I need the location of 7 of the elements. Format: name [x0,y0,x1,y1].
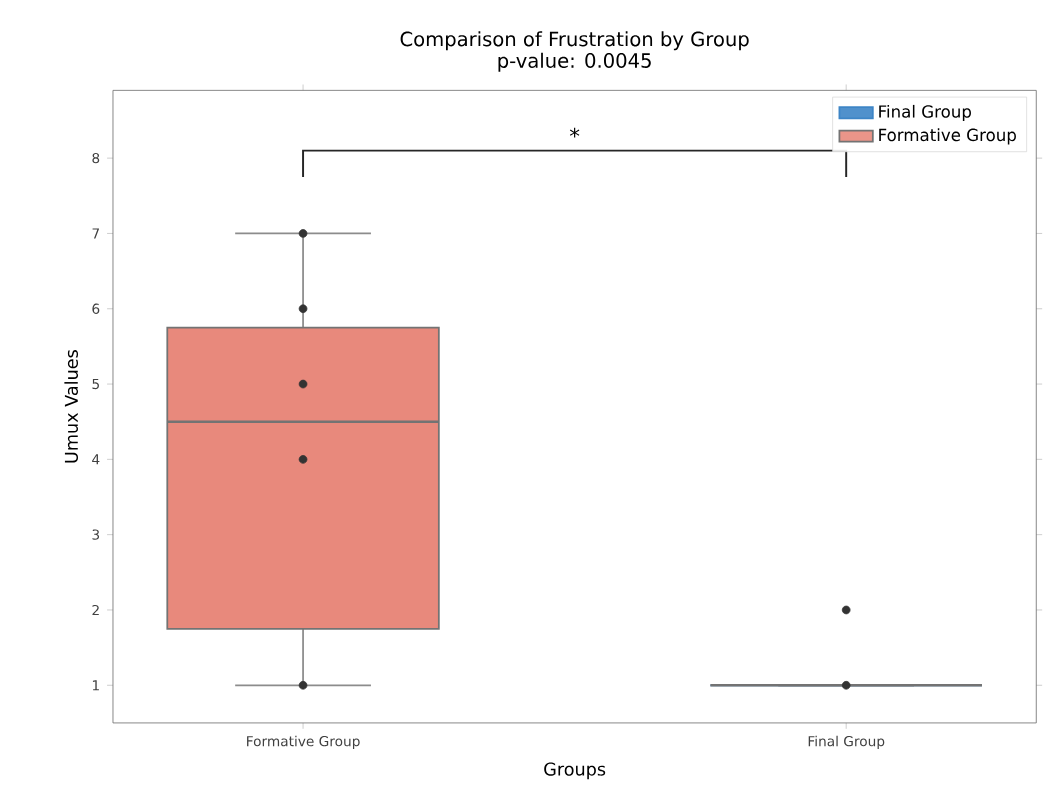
legend-label: Final Group [879,105,971,122]
legend-label: Formative Group [879,128,1016,145]
y-axis-title: Umux Values [64,350,79,463]
x-axis-title: Groups [544,762,606,780]
annotation: * [569,127,580,138]
chart-title: Comparison of Frustration by Group [400,31,749,51]
chart-subtitle: p-value: 0.0045 [498,52,651,72]
